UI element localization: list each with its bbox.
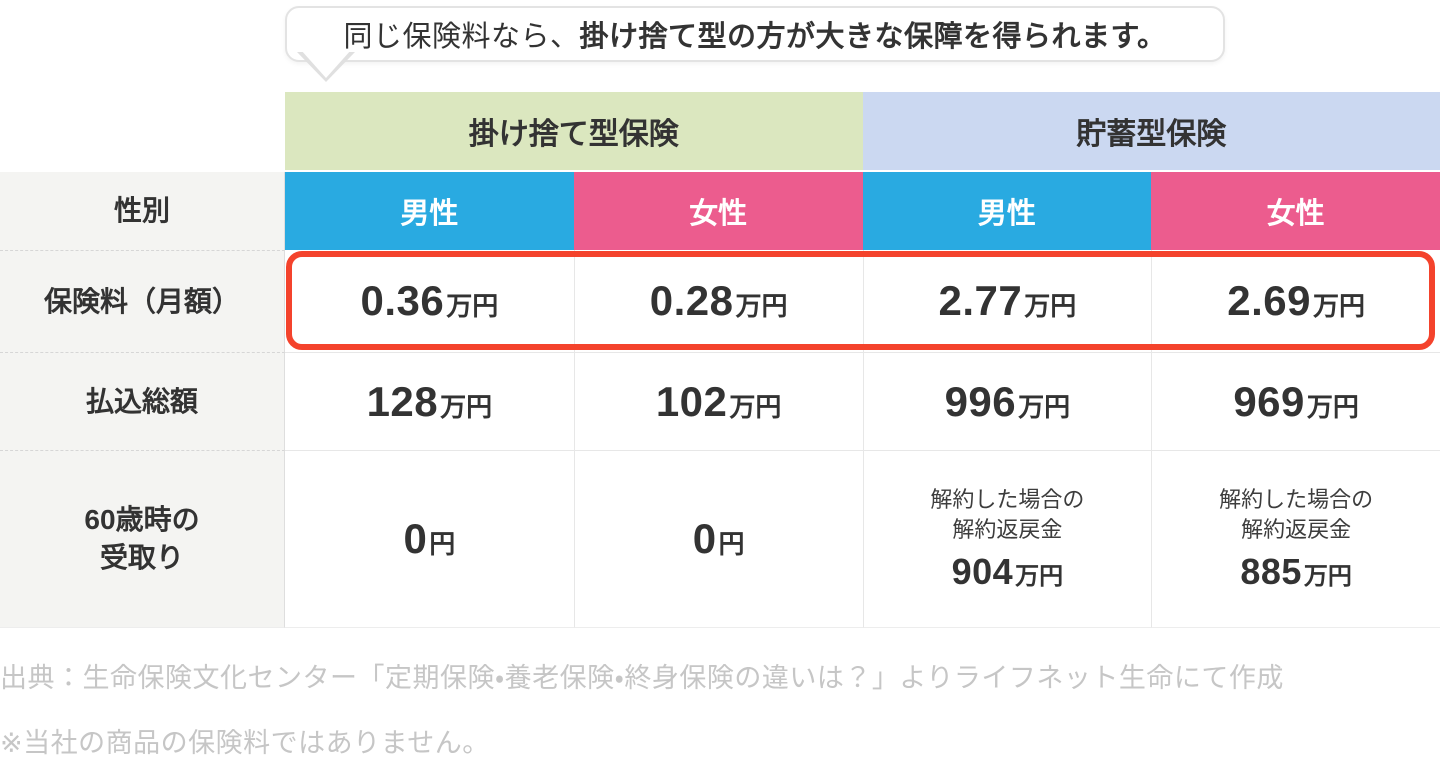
total-value: 969 bbox=[1233, 377, 1305, 425]
total-unit: 万円 bbox=[729, 391, 782, 422]
premium-value: 0.36 bbox=[360, 277, 445, 324]
premium-value: 2.77 bbox=[938, 277, 1023, 324]
comparison-table: 掛け捨て型保険 貯蓄型保険 性別 男性 女性 男性 女性 保険料（月額） 0.3… bbox=[0, 92, 1440, 628]
premium-unit: 万円 bbox=[1024, 291, 1077, 321]
source-note: 出典：生命保険文化センター「定期保険・養老保険・終身保険の違いは？」よりライフネ… bbox=[0, 663, 1284, 693]
group-header-savings: 貯蓄型保険 bbox=[862, 92, 1440, 170]
age60-unit: 円 bbox=[429, 529, 456, 559]
age60-value: 0 bbox=[403, 515, 428, 562]
premium-value: 2.69 bbox=[1227, 277, 1311, 324]
gender-header-term-female: 女性 bbox=[573, 172, 863, 250]
age60-unit: 万円 bbox=[1015, 562, 1064, 590]
premium-term-female: 0.28 万円 bbox=[573, 250, 863, 352]
age60-savings-male: 解約した場合の 解約返戻金 904 万円 bbox=[862, 450, 1152, 628]
callout-tail bbox=[301, 50, 351, 78]
total-value: 128 bbox=[366, 377, 439, 425]
group-header-term: 掛け捨て型保険 bbox=[285, 92, 863, 170]
premium-unit: 万円 bbox=[446, 291, 499, 321]
disclaimer-note: ※当社の商品の保険料ではありません。 bbox=[0, 728, 490, 758]
total-unit: 万円 bbox=[440, 391, 493, 422]
premium-savings-female: 2.69 万円 bbox=[1151, 250, 1440, 352]
total-term-female: 102 万円 bbox=[573, 352, 863, 450]
surrender-note: 解約した場合の 解約返戻金 bbox=[930, 487, 1085, 542]
total-term-male: 128 万円 bbox=[285, 352, 574, 450]
callout-text-bold: 掛け捨て型の方が大きな保障を得られます。 bbox=[579, 21, 1167, 53]
age60-unit: 万円 bbox=[1303, 562, 1352, 590]
premium-unit: 万円 bbox=[1312, 291, 1365, 321]
callout-text-regular: 同じ保険料なら、 bbox=[343, 21, 580, 53]
premium-unit: 万円 bbox=[735, 291, 788, 321]
age60-value: 0 bbox=[692, 515, 717, 562]
premium-value: 0.28 bbox=[649, 277, 734, 324]
total-savings-male: 996 万円 bbox=[862, 352, 1152, 450]
row-header-total: 払込総額 bbox=[0, 352, 285, 450]
age60-value: 904 bbox=[951, 550, 1014, 592]
row-header-age60: 60歳時の 受取り bbox=[0, 450, 285, 628]
total-savings-female: 969 万円 bbox=[1151, 352, 1440, 450]
total-value: 102 bbox=[655, 377, 728, 425]
callout-bubble: 同じ保険料なら、 掛け捨て型の方が大きな保障を得られます。 bbox=[285, 6, 1225, 62]
row-header-premium: 保険料（月額） bbox=[0, 250, 285, 352]
gender-header-savings-male: 男性 bbox=[862, 172, 1152, 250]
age60-value: 885 bbox=[1240, 550, 1302, 592]
total-value: 996 bbox=[944, 377, 1017, 425]
corner-spacer bbox=[0, 92, 285, 172]
premium-savings-male: 2.77 万円 bbox=[862, 250, 1152, 352]
total-unit: 万円 bbox=[1306, 391, 1359, 422]
age60-unit: 円 bbox=[718, 529, 745, 559]
gender-header-savings-female: 女性 bbox=[1151, 172, 1440, 250]
premium-term-male: 0.36 万円 bbox=[285, 250, 574, 352]
total-unit: 万円 bbox=[1018, 391, 1071, 422]
age60-savings-female: 解約した場合の 解約返戻金 885 万円 bbox=[1151, 450, 1440, 628]
gender-header-term-male: 男性 bbox=[285, 172, 574, 250]
surrender-note: 解約した場合の 解約返戻金 bbox=[1219, 487, 1374, 542]
row-header-gender: 性別 bbox=[0, 172, 285, 250]
